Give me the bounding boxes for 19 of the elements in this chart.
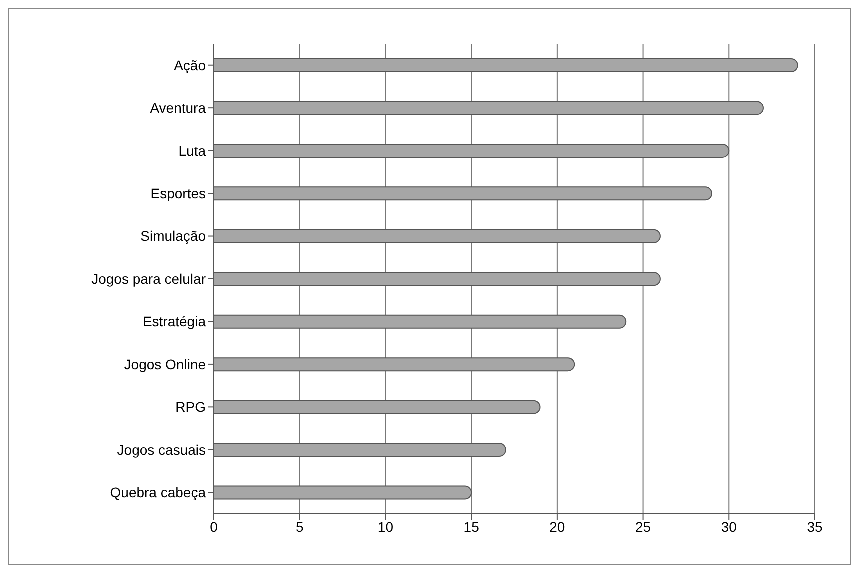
y-tick-label: Estratégia [142, 314, 206, 330]
x-tick-label: 15 [464, 518, 480, 535]
y-tick-label: Jogos casuais [117, 442, 206, 458]
y-tick-label: Luta [178, 142, 206, 159]
y-tick-label: Jogos para celular [92, 270, 206, 287]
y-tick-label: Aventura [150, 100, 206, 116]
y-tick-label: Jogos Online [124, 356, 206, 372]
y-tick-label: RPG [176, 399, 206, 416]
y-tick-label: Esportes [150, 186, 206, 202]
x-tick-label: 10 [378, 518, 394, 535]
x-tick-label: 0 [210, 518, 218, 535]
x-tick-label: 5 [296, 518, 304, 535]
y-tick-label: Ação [174, 57, 206, 74]
x-tick-label: 30 [721, 518, 738, 535]
x-tick-label: 35 [807, 518, 823, 535]
y-tick-label: Quebra cabeça [110, 484, 206, 501]
x-tick-label: 25 [635, 518, 652, 535]
y-tick-label: Simulação [140, 228, 206, 244]
x-tick-label: 20 [550, 518, 566, 535]
